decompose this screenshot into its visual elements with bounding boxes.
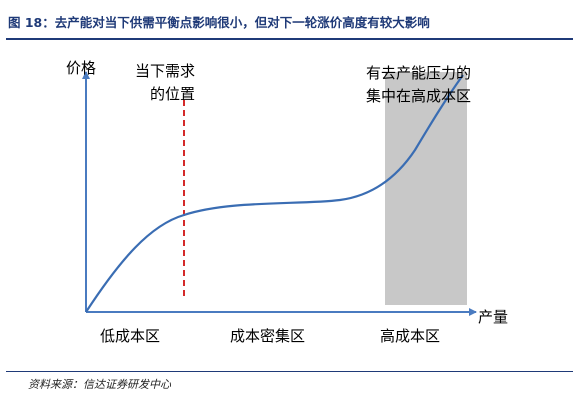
high-cost-zone-shading: [385, 72, 467, 305]
high-cost-zone-label-line2: 集中在高成本区: [366, 87, 471, 105]
title-divider: [6, 38, 573, 40]
current-demand-label-line2: 的位置: [150, 85, 195, 103]
x-axis-label: 产量: [478, 308, 508, 326]
supply-cost-curve: [85, 74, 464, 313]
zone-label-low-cost: 低成本区: [100, 327, 160, 345]
high-cost-zone-label-line1: 有去产能压力的: [366, 64, 471, 82]
zone-label-cost-dense: 成本密集区: [230, 327, 305, 345]
figure-source: 资料来源：信达证券研发中心: [28, 378, 171, 391]
current-demand-label-line1: 当下需求: [135, 62, 195, 80]
y-axis-label: 价格: [66, 59, 96, 77]
figure-title: 图 18：去产能对当下供需平衡点影响很小，但对下一轮涨价高度有较大影响: [8, 15, 430, 30]
zone-label-high-cost: 高成本区: [380, 327, 440, 345]
source-divider: [6, 371, 573, 372]
